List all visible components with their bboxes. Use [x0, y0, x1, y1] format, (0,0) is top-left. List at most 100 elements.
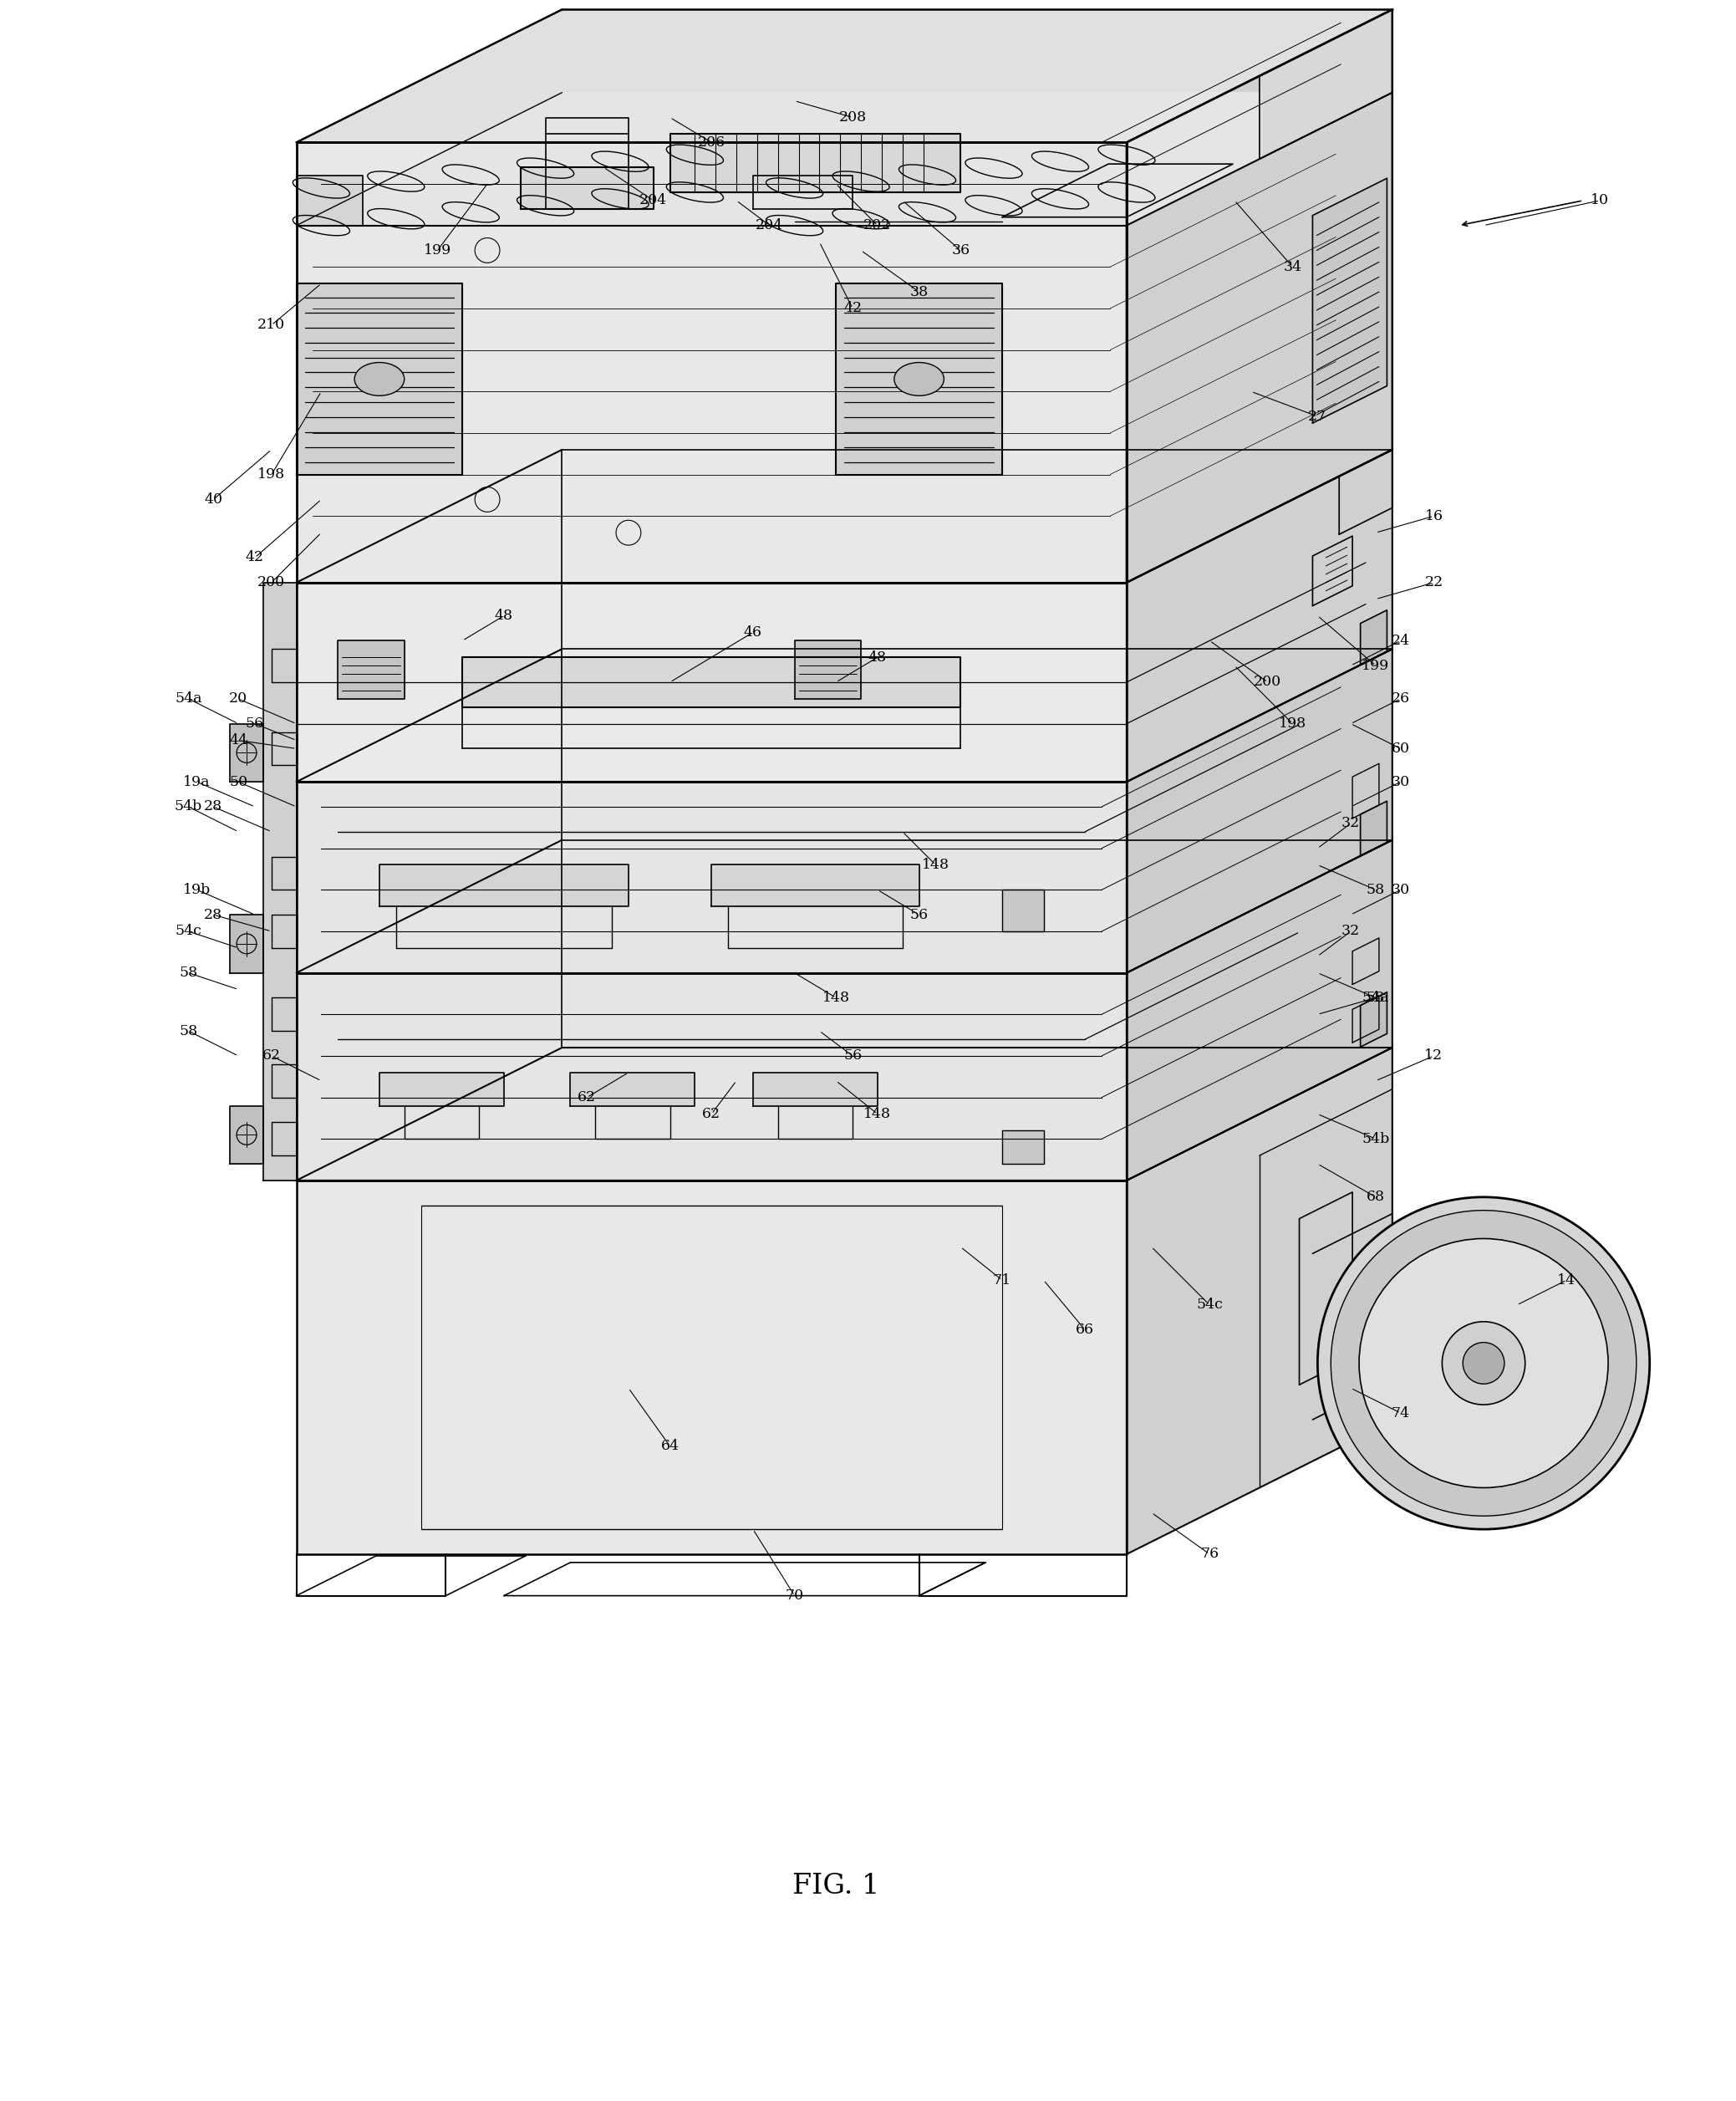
Text: 148: 148 [922, 857, 950, 872]
Polygon shape [1002, 891, 1043, 931]
Polygon shape [297, 1048, 1392, 1181]
Text: 76: 76 [1200, 1546, 1219, 1561]
Text: 62: 62 [703, 1107, 720, 1122]
Text: 54a: 54a [175, 691, 201, 706]
Text: 32: 32 [1342, 817, 1359, 830]
Text: 38: 38 [910, 286, 929, 298]
Polygon shape [380, 1072, 503, 1105]
Polygon shape [1127, 840, 1392, 1181]
Text: 199: 199 [424, 244, 451, 258]
Text: 54c: 54c [175, 924, 201, 939]
Polygon shape [795, 641, 861, 700]
Polygon shape [271, 914, 297, 948]
Polygon shape [229, 914, 264, 973]
Polygon shape [380, 866, 628, 906]
Text: 148: 148 [823, 992, 851, 1004]
Text: 58: 58 [1366, 882, 1385, 897]
Text: 20: 20 [229, 691, 248, 706]
Text: 74: 74 [1391, 1406, 1410, 1420]
Text: 28: 28 [205, 800, 222, 813]
Text: 44: 44 [229, 733, 248, 748]
Polygon shape [297, 973, 1127, 1181]
Text: 28: 28 [205, 908, 222, 922]
Text: 54b: 54b [175, 800, 203, 813]
Text: 200: 200 [1253, 674, 1281, 689]
Polygon shape [1127, 649, 1392, 973]
Text: 70: 70 [785, 1588, 804, 1603]
Polygon shape [297, 450, 1392, 582]
Text: 64: 64 [661, 1439, 679, 1454]
Polygon shape [271, 857, 297, 891]
Text: 58: 58 [179, 966, 198, 979]
Polygon shape [339, 641, 404, 700]
Text: 19b: 19b [182, 882, 210, 897]
Text: 50: 50 [229, 775, 248, 790]
Polygon shape [271, 649, 297, 683]
Polygon shape [297, 582, 1127, 782]
Text: 54b: 54b [1361, 1132, 1389, 1145]
Polygon shape [297, 143, 1127, 582]
Text: 27: 27 [1309, 410, 1326, 424]
Text: 19a: 19a [184, 775, 210, 790]
Text: 60: 60 [1391, 742, 1410, 756]
Polygon shape [712, 866, 918, 906]
Circle shape [1443, 1322, 1526, 1406]
Text: 40: 40 [205, 492, 222, 506]
Text: 62: 62 [262, 1048, 281, 1063]
Polygon shape [297, 782, 1127, 973]
Text: 30: 30 [1391, 882, 1410, 897]
Text: 54a: 54a [1363, 992, 1389, 1004]
Polygon shape [229, 1105, 264, 1164]
Text: 54c: 54c [1196, 1298, 1222, 1313]
Polygon shape [837, 284, 1002, 475]
Text: 62: 62 [578, 1090, 595, 1105]
Polygon shape [229, 723, 264, 782]
Text: 210: 210 [257, 317, 285, 332]
Polygon shape [271, 731, 297, 765]
Polygon shape [753, 1072, 877, 1105]
Polygon shape [297, 649, 1392, 782]
Polygon shape [264, 582, 297, 1181]
Text: 208: 208 [838, 111, 866, 124]
Text: 48: 48 [868, 649, 887, 664]
Text: 42: 42 [245, 550, 264, 565]
Polygon shape [670, 134, 960, 191]
Polygon shape [571, 1072, 694, 1105]
Polygon shape [1127, 450, 1392, 782]
Ellipse shape [894, 363, 944, 395]
Text: 206: 206 [698, 134, 726, 149]
Text: 56: 56 [844, 1048, 861, 1063]
Text: 198: 198 [1279, 716, 1307, 731]
Polygon shape [297, 284, 462, 475]
Polygon shape [297, 1181, 1127, 1555]
Polygon shape [297, 176, 363, 225]
Text: 42: 42 [844, 300, 861, 315]
Polygon shape [1002, 1130, 1043, 1164]
Polygon shape [1127, 1048, 1392, 1555]
Text: 200: 200 [257, 576, 285, 590]
Polygon shape [297, 840, 1392, 973]
Text: FIG. 1: FIG. 1 [792, 1872, 880, 1899]
Polygon shape [1361, 609, 1387, 664]
Text: 30: 30 [1391, 775, 1410, 790]
Text: 204: 204 [755, 219, 783, 233]
Circle shape [1332, 1210, 1637, 1517]
Circle shape [1463, 1343, 1505, 1385]
Text: 32: 32 [1342, 924, 1359, 939]
Text: 204: 204 [639, 193, 667, 208]
Circle shape [1359, 1240, 1608, 1488]
Polygon shape [1361, 800, 1387, 855]
Text: 66: 66 [1076, 1324, 1094, 1336]
Text: 14: 14 [1557, 1273, 1576, 1288]
Ellipse shape [354, 363, 404, 395]
Text: 22: 22 [1425, 576, 1443, 590]
Polygon shape [462, 658, 960, 708]
Text: 56: 56 [910, 908, 929, 922]
Text: 36: 36 [951, 244, 970, 258]
Polygon shape [271, 1122, 297, 1156]
Circle shape [1318, 1198, 1649, 1530]
Text: 202: 202 [863, 219, 892, 233]
Text: 12: 12 [1425, 1048, 1443, 1063]
Text: 68: 68 [1366, 1189, 1385, 1204]
Text: 16: 16 [1425, 508, 1443, 523]
